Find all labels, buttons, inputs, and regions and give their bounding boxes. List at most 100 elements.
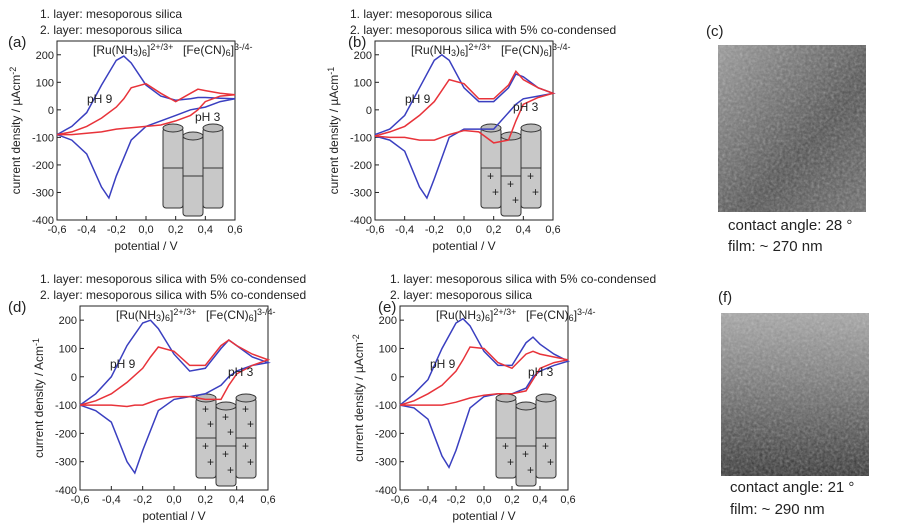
x-tick-label: 0,4 <box>198 224 213 236</box>
series-label: pH 3 <box>195 110 221 124</box>
text-part: 3 <box>133 48 138 58</box>
y-axis-label: current density / Acm-1 <box>31 338 46 458</box>
x-tick-label: 0,6 <box>260 494 275 506</box>
x-tick-label: -0,6 <box>391 494 410 506</box>
y-tick-label: -200 <box>55 428 77 440</box>
x-axis-label: potential / V <box>114 239 177 253</box>
text-part: 6 <box>460 48 465 58</box>
x-tick-label: 0,4 <box>532 494 547 506</box>
x-tick-label: -0,6 <box>48 224 67 236</box>
panel-label: (e) <box>378 299 396 316</box>
charge-plus: + <box>202 402 209 416</box>
y-tick-label: 100 <box>354 77 372 89</box>
y-tick-label: 200 <box>36 50 54 62</box>
y-tick-label: -100 <box>350 132 372 144</box>
y-tick-label: -300 <box>375 457 397 469</box>
cylinder-top <box>535 393 557 403</box>
cv-curve <box>79 319 271 475</box>
text-part: [Fe(CN) <box>501 43 544 57</box>
charge-plus: + <box>542 439 549 453</box>
text-part: 3 <box>156 313 161 323</box>
cylinder-top <box>215 401 237 411</box>
charge-plus: + <box>527 463 534 477</box>
subtitle: 2. layer: mesoporous silica with 5% co-c… <box>350 23 616 37</box>
y-tick-label: 0 <box>366 105 372 117</box>
panel-label: (d) <box>8 299 26 316</box>
pore-cartoon: ++++++++++++ <box>195 393 257 487</box>
y-tick-label: 100 <box>36 77 54 89</box>
cv-curve <box>56 55 236 200</box>
subtitle: 1. layer: mesoporous silica <box>350 7 492 21</box>
tem-image-f <box>721 313 869 476</box>
series-label: pH 3 <box>513 100 539 114</box>
x-tick-label: 0,2 <box>168 224 183 236</box>
panel-label: (c) <box>706 23 724 40</box>
x-tick-label: 0,2 <box>504 494 519 506</box>
charge-plus: + <box>242 402 249 416</box>
text-part: 3 <box>476 313 481 323</box>
x-axis-label: potential / V <box>142 509 205 523</box>
x-tick-label: -0,6 <box>71 494 90 506</box>
text-part: [Fe(CN) <box>206 308 249 322</box>
charge-plus: + <box>487 169 494 183</box>
panel-label: (a) <box>8 34 26 51</box>
text-part: 3-/4- <box>577 307 596 317</box>
charge-plus: + <box>512 193 519 207</box>
cylinder-top <box>515 401 537 411</box>
caption: contact angle: 21 ° <box>730 479 854 496</box>
subtitle: 1. layer: mesoporous silica with 5% co-c… <box>390 272 656 286</box>
text-part: -2 <box>351 334 361 342</box>
x-tick-label: 0,0 <box>476 494 491 506</box>
cv-curve <box>374 70 556 144</box>
tem-image-c <box>718 45 866 212</box>
y-tick-label: 0 <box>71 372 77 384</box>
y-tick-label: -200 <box>375 428 397 440</box>
x-tick-label: 0,0 <box>456 224 471 236</box>
text-part: ] <box>574 308 577 322</box>
y-axis-label: current density / µAcm-2 <box>351 334 366 462</box>
y-tick-label: 0 <box>48 105 54 117</box>
text-part: [Fe(CN) <box>183 43 226 57</box>
text-part: 3-/4- <box>234 42 253 52</box>
pore-cartoon: + + + + + + <box>480 123 542 217</box>
text-part: [Ru(NH <box>436 308 476 322</box>
text-part: [Ru(NH <box>411 43 451 57</box>
text-part: 6 <box>165 313 170 323</box>
text-part: -2 <box>8 67 18 75</box>
x-tick-label: -0,2 <box>107 224 126 236</box>
charge-plus: + <box>222 447 229 461</box>
x-tick-label: 0,6 <box>227 224 242 236</box>
charge-plus: + <box>522 447 529 461</box>
text-part: 2+/3+ <box>173 307 196 317</box>
subtitle: 2. layer: mesoporous silica <box>40 23 182 37</box>
x-axis-label: potential / V <box>432 239 495 253</box>
text-part: 2+/3+ <box>150 42 173 52</box>
text-part: ] <box>465 43 468 57</box>
text-part: ] <box>254 308 257 322</box>
y-tick-label: -400 <box>55 485 77 497</box>
series-label: pH 9 <box>405 92 431 106</box>
x-tick-label: 0,0 <box>166 494 181 506</box>
text-part: ) <box>138 43 142 57</box>
panel-label: (b) <box>348 34 366 51</box>
text-part: ) <box>161 308 165 322</box>
ru-label: [Ru(NH3)6]2+/3+ <box>93 42 173 58</box>
charge-plus: + <box>222 410 229 424</box>
x-tick-label: 0,6 <box>545 224 560 236</box>
y-axis-label: current density / µAcm-2 <box>8 67 23 195</box>
y-tick-label: -300 <box>32 187 54 199</box>
charge-plus: + <box>532 185 539 199</box>
text-part: 6 <box>226 48 231 58</box>
text-part: ] <box>231 43 234 57</box>
series-label: pH 3 <box>528 365 554 379</box>
text-part: -1 <box>326 67 336 75</box>
charge-plus: + <box>547 455 554 469</box>
text-part: [Ru(NH <box>93 43 133 57</box>
ru-label: [Ru(NH3)6]2+/3+ <box>411 42 491 58</box>
text-part: 6 <box>569 313 574 323</box>
text-part: [Fe(CN) <box>526 308 569 322</box>
caption: film: ~ 290 nm <box>730 501 825 518</box>
series-label: pH 9 <box>87 92 113 106</box>
y-tick-label: 100 <box>379 343 397 355</box>
charge-plus: + <box>227 425 234 439</box>
